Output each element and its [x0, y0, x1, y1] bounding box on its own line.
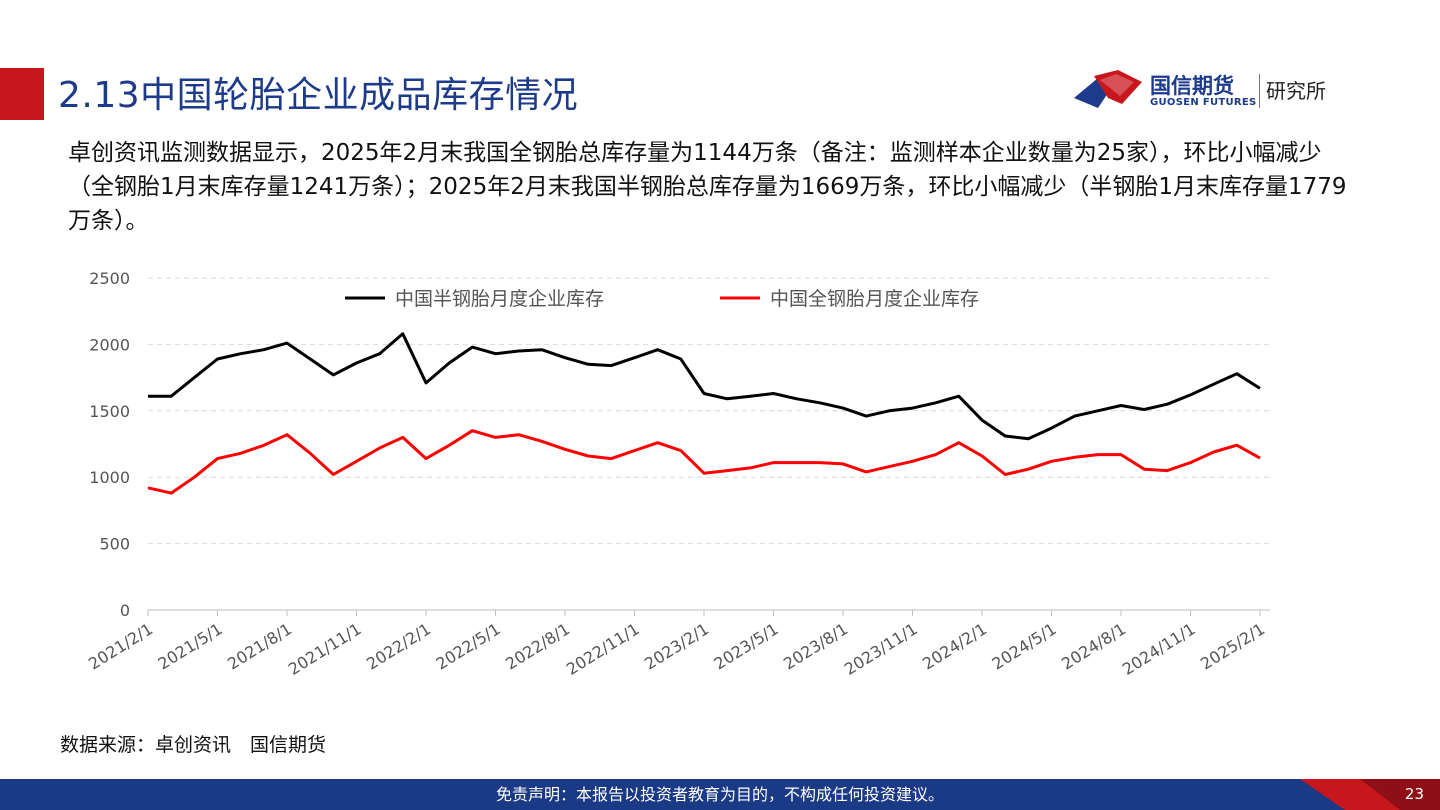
logo-divider	[1259, 74, 1260, 108]
footer-bar: 免责声明：本报告以投资者教育为目的，不构成任何投资建议。 23	[0, 779, 1440, 810]
company-logo: 国信期货 GUOSEN FUTURES 研究所	[1072, 68, 1362, 114]
footer-corner-decoration	[1300, 779, 1440, 810]
x-tick-label: 2024/8/1	[1058, 619, 1129, 673]
title-accent-bar	[0, 68, 44, 120]
y-tick-label: 1500	[89, 402, 130, 421]
x-tick-label: 2021/8/1	[224, 619, 295, 673]
x-tick-label: 2025/2/1	[1197, 619, 1268, 673]
page-title: 2.13中国轮胎企业成品库存情况	[58, 75, 579, 116]
legend-label-1: 中国半钢胎月度企业库存	[395, 288, 604, 310]
series-line-2	[147, 429, 1261, 495]
logo-company-english: GUOSEN FUTURES	[1150, 97, 1257, 108]
logo-department: 研究所	[1266, 79, 1326, 103]
x-tick-label: 2024/11/1	[1119, 619, 1199, 679]
legend-label-2: 中国全钢胎月度企业库存	[770, 288, 979, 310]
y-tick-label: 2500	[89, 269, 130, 288]
x-tick-label: 2022/5/1	[433, 619, 504, 673]
x-tick-label: 2024/5/1	[989, 619, 1060, 673]
x-tick-label: 2022/2/1	[363, 619, 434, 673]
x-tick-label: 2021/2/1	[85, 619, 156, 673]
x-tick-label: 2021/5/1	[155, 619, 226, 673]
y-tick-label: 2000	[89, 335, 130, 354]
logo-mark-icon	[1074, 70, 1142, 108]
y-tick-label: 0	[120, 601, 130, 620]
footer-disclaimer: 免责声明：本报告以投资者教育为目的，不构成任何投资建议。	[495, 785, 944, 804]
summary-paragraph: 卓创资讯监测数据显示，2025年2月末我国全钢胎总库存量为1144万条（备注：监…	[68, 140, 1347, 234]
x-tick-label: 2022/11/1	[563, 619, 643, 679]
x-tick-label: 2021/11/1	[285, 619, 365, 679]
logo-company-name: 国信期货	[1150, 74, 1234, 98]
x-tick-label: 2023/11/1	[841, 619, 921, 679]
y-tick-label: 500	[99, 535, 130, 554]
series-line-1	[148, 332, 1261, 441]
x-tick-label: 2023/5/1	[711, 619, 782, 673]
inventory-line-chart: 0 500 1000 1500 2000 2500 2021/2/1 2021/5/1 2021…	[60, 262, 1360, 722]
x-tick-label: 2023/8/1	[780, 619, 851, 673]
x-tick-label: 2024/2/1	[919, 619, 990, 673]
y-tick-label: 1000	[89, 468, 130, 487]
data-source: 数据来源：卓创资讯 国信期货	[60, 734, 327, 756]
x-tick-label: 2022/8/1	[502, 619, 573, 673]
x-tick-label: 2023/2/1	[641, 619, 712, 673]
page-number: 23	[1404, 785, 1424, 803]
chart-svg: 050010001500200025002021/2/12021/5/12021…	[85, 269, 1270, 679]
